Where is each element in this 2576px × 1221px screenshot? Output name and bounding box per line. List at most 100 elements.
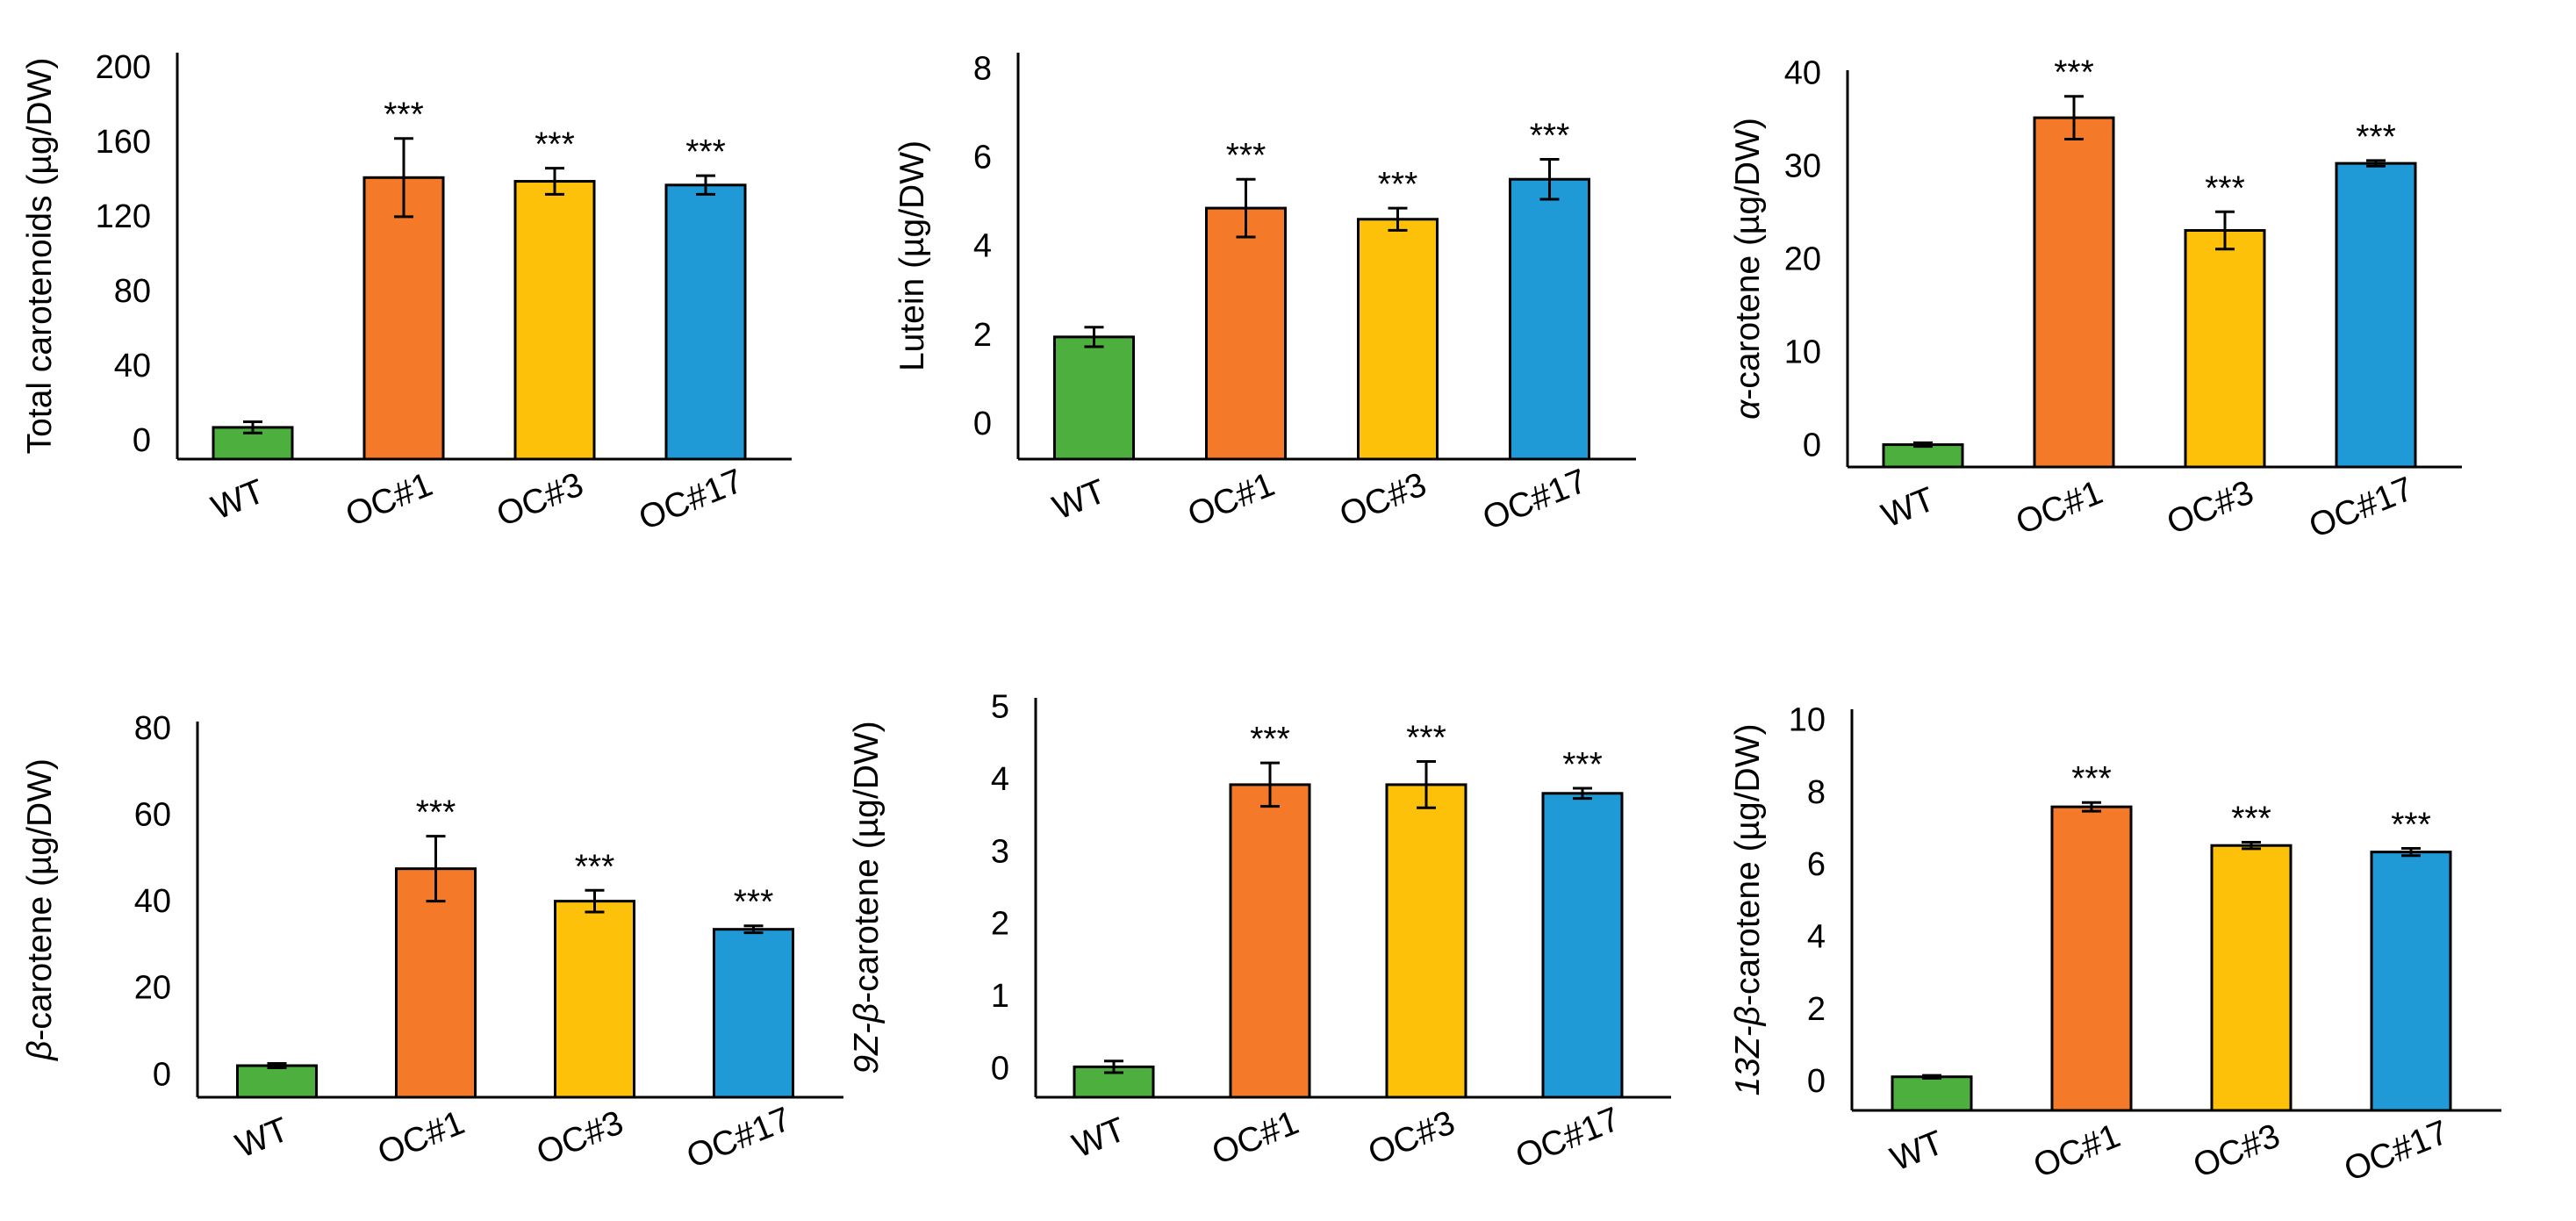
y-tick-label: 6 xyxy=(1807,846,1826,883)
chart-panel-4: 0 20 40 60 80 WT *** OC#1 *** OC#3 *** OC#17 β-carot… xyxy=(21,710,843,1175)
y-tick-label: 5 xyxy=(991,688,1009,725)
category-label: OC#3 xyxy=(2188,1117,2285,1185)
y-axis-label: 9Z-β-carotene (µg/DW) xyxy=(848,721,886,1074)
y-tick-label: 10 xyxy=(1789,701,1826,738)
bar-wt xyxy=(1053,335,1135,461)
significance-label: *** xyxy=(2054,54,2094,92)
y-tick-label: 120 xyxy=(96,198,151,235)
bar-oc-17 xyxy=(2370,851,2452,1112)
category-label: WT xyxy=(1048,472,1111,528)
y-tick-label: 0 xyxy=(133,422,151,459)
category-label: OC#1 xyxy=(341,465,438,534)
category-label: WT xyxy=(1885,1124,1948,1179)
bar-oc-1 xyxy=(395,867,477,1099)
bar-oc-1 xyxy=(1229,783,1311,1099)
category-label: OC#1 xyxy=(1207,1103,1304,1172)
significance-label: *** xyxy=(1530,117,1570,154)
y-tick-label: 30 xyxy=(1784,147,1821,184)
significance-label: *** xyxy=(2205,169,2245,207)
significance-label: *** xyxy=(2356,119,2396,156)
bar-oc-3 xyxy=(1385,783,1467,1099)
significance-label: *** xyxy=(1226,137,1266,175)
y-tick-label: 80 xyxy=(114,273,151,310)
y-tick-label: 4 xyxy=(1807,918,1826,955)
significance-label: *** xyxy=(535,126,575,164)
bar-oc-17 xyxy=(664,183,747,461)
bar-oc-3 xyxy=(554,900,635,1099)
bar-oc-3 xyxy=(2210,844,2293,1112)
y-tick-label: 0 xyxy=(153,1056,171,1093)
category-label: OC#3 xyxy=(1335,465,1432,534)
bar-oc-1 xyxy=(362,176,445,461)
significance-label: *** xyxy=(2231,801,2271,838)
significance-label: *** xyxy=(1250,721,1290,758)
category-label: OC#17 xyxy=(634,462,749,537)
significance-label: *** xyxy=(575,848,615,886)
significance-label: *** xyxy=(1406,720,1446,758)
chart-panel-6: 0 2 4 6 8 10 WT *** OC#1 *** OC#3 *** OC#17 13Z-β-car… xyxy=(1729,701,2501,1189)
significance-label: *** xyxy=(685,133,726,171)
category-label: OC#1 xyxy=(373,1103,470,1172)
y-tick-label: 8 xyxy=(973,50,992,87)
bar-wt xyxy=(1891,1075,1973,1112)
y-tick-label: 60 xyxy=(134,797,171,834)
y-tick-label: 4 xyxy=(991,761,1009,798)
y-tick-label: 0 xyxy=(973,406,992,442)
category-label: OC#3 xyxy=(532,1103,629,1172)
significance-label: *** xyxy=(2071,760,2112,798)
chart-panel-1: 0 40 80 120 160 200 WT *** OC#1 *** OC#3 *** OC#17 To… xyxy=(21,49,792,537)
y-tick-label: 20 xyxy=(134,970,171,1007)
category-label: OC#17 xyxy=(2304,470,2419,545)
bar-oc-3 xyxy=(1357,218,1439,461)
y-axis-label: Total carotenoids (µg/DW) xyxy=(21,58,59,455)
y-tick-label: 160 xyxy=(96,124,151,161)
y-tick-label: 40 xyxy=(134,883,171,920)
y-tick-label: 0 xyxy=(1807,1063,1826,1100)
significance-label: *** xyxy=(734,884,774,922)
y-axis-label: α-carotene (µg/DW) xyxy=(1729,118,1767,420)
bar-oc-17 xyxy=(713,928,794,1099)
y-axis-label: β-carotene (µg/DW) xyxy=(21,758,59,1061)
category-label: OC#17 xyxy=(1510,1100,1625,1175)
y-tick-label: 0 xyxy=(991,1051,1009,1088)
y-axis-label: Lutein (µg/DW) xyxy=(893,140,931,371)
y-tick-label: 40 xyxy=(1784,54,1821,91)
y-tick-label: 2 xyxy=(1807,991,1826,1028)
category-label: WT xyxy=(231,1110,294,1166)
significance-label: *** xyxy=(1562,746,1603,784)
bar-oc-17 xyxy=(2335,162,2417,469)
significance-label: *** xyxy=(416,794,456,832)
category-label: OC#3 xyxy=(1363,1103,1460,1172)
y-tick-label: 0 xyxy=(1803,427,1821,464)
significance-label: *** xyxy=(1378,166,1418,204)
bar-oc-1 xyxy=(2033,116,2115,469)
category-label: OC#17 xyxy=(681,1100,796,1175)
chart-panel-5: 0 1 2 3 4 5 WT *** OC#1 *** OC#3 *** OC#17 9Z-β-carot… xyxy=(848,688,1671,1175)
bar-oc-3 xyxy=(513,180,596,461)
category-label: WT xyxy=(1876,480,1940,535)
y-tick-label: 1 xyxy=(991,978,1009,1015)
category-label: OC#3 xyxy=(2162,473,2259,542)
y-tick-label: 80 xyxy=(134,710,171,747)
bar-oc-17 xyxy=(1509,177,1590,461)
bar-wt xyxy=(236,1064,318,1099)
category-label: WT xyxy=(206,472,269,528)
y-tick-label: 6 xyxy=(973,139,992,176)
y-tick-label: 10 xyxy=(1784,334,1821,371)
bar-oc-3 xyxy=(2184,228,2266,469)
bar-oc-17 xyxy=(1541,792,1624,1099)
y-tick-label: 4 xyxy=(973,228,992,265)
category-label: OC#3 xyxy=(492,465,589,534)
y-tick-label: 8 xyxy=(1807,774,1826,811)
chart-panel-2: 0 2 4 6 8 WT *** OC#1 *** OC#3 *** OC#17 Lutein (µg/… xyxy=(893,50,1636,537)
chart-panel-3: 0 10 20 30 40 WT *** OC#1 *** OC#3 *** OC#17 α-carot… xyxy=(1729,54,2462,545)
significance-label: *** xyxy=(2391,807,2431,844)
category-label: OC#17 xyxy=(2339,1113,2454,1189)
y-tick-label: 3 xyxy=(991,833,1009,870)
y-tick-label: 20 xyxy=(1784,241,1821,278)
significance-label: *** xyxy=(384,97,424,134)
y-axis-label: 13Z-β-carotene (µg/DW) xyxy=(1729,723,1767,1095)
category-label: OC#1 xyxy=(1183,465,1281,534)
